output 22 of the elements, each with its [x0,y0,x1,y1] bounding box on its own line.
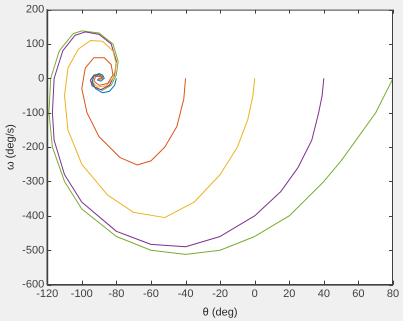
y-tick-label: -500 [22,244,44,256]
x-tick-label: 40 [318,288,330,300]
y-axis-title: ω (deg/s) [4,124,17,170]
x-tick-label: -120 [36,288,58,300]
x-tick-label: -60 [143,288,159,300]
x-tick-label: 20 [283,288,296,300]
x-tick-label: -80 [108,288,124,300]
y-tick-label: -200 [22,141,44,154]
x-tick-label: 0 [252,288,258,300]
y-tick-label: 0 [38,72,44,84]
x-tick-label: -40 [178,288,194,300]
y-tick-label: 100 [26,38,44,50]
y-tick-label: -600 [22,278,44,291]
y-tick-label: -400 [22,210,44,222]
x-axis-title: θ (deg) [202,306,238,318]
x-tick-label: 80 [386,288,400,300]
x-tick-label: -100 [70,288,93,300]
y-tick-label: -300 [22,176,44,188]
x-tick-label: -20 [212,288,228,300]
y-tick-label: 200 [26,4,44,16]
y-tick-label: -100 [22,106,44,119]
x-tick-label: 60 [352,288,365,300]
